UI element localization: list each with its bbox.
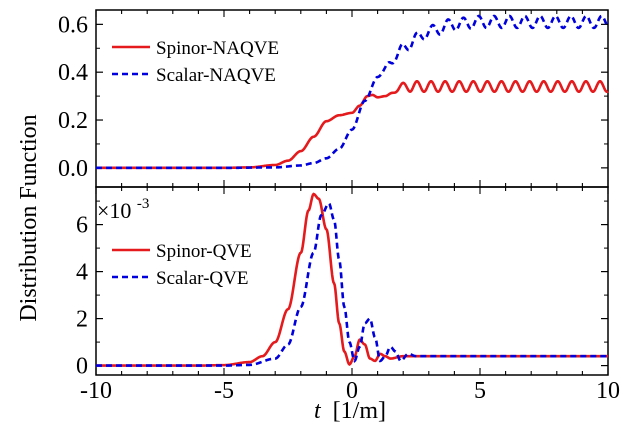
y-tick-label: 0.4: [58, 60, 88, 86]
x-tick-labels: -10 -5 0 5 10: [80, 378, 620, 404]
y-tick-label: 4: [76, 260, 88, 286]
y-axis-label: Distribution Function: [16, 114, 42, 321]
multiplier-base: ×10: [97, 198, 131, 223]
y-tick-label: 6: [76, 213, 88, 239]
y-tick-label: 0.6: [58, 12, 88, 38]
y-tick-label: 0: [76, 354, 88, 380]
series-line-spinor-naqve: [96, 80, 609, 170]
legend-label: Scalar-QVE: [156, 268, 248, 289]
y-tick-label: 0.0: [58, 156, 88, 182]
x-axis-variable: t: [314, 398, 322, 424]
legend-label: Spinor-NAQVE: [156, 38, 279, 59]
x-axis-unit: [1/m]: [333, 398, 386, 424]
legend-label: Spinor-QVE: [156, 241, 252, 262]
x-tick-label: -10: [80, 378, 112, 404]
x-tick-label: 10: [596, 378, 620, 404]
series-line-scalar-qve: [96, 201, 608, 367]
series-line-scalar-naqve: [96, 14, 610, 170]
panel-frame: [95, 9, 609, 188]
top-panel: 0.0 0.2 0.4 0.6 Spinor-NAQVE Scalar-NAQVE: [58, 9, 610, 188]
y-tick-label: 0.2: [58, 108, 88, 134]
bottom-multiplier-label: ×10 -3: [97, 196, 149, 223]
x-tick-label: 5: [474, 378, 486, 404]
x-axis-label: t [1/m]: [314, 398, 386, 424]
x-tick-label: 0: [346, 378, 358, 404]
multiplier-exponent: -3: [137, 196, 150, 212]
y-tick-label: 2: [76, 307, 88, 333]
x-tick-label: -5: [214, 378, 234, 404]
legend-label: Scalar-NAQVE: [156, 65, 276, 86]
bottom-panel: 0 2 4 6 Spinor-QVE Scalar-QVE: [76, 186, 609, 380]
